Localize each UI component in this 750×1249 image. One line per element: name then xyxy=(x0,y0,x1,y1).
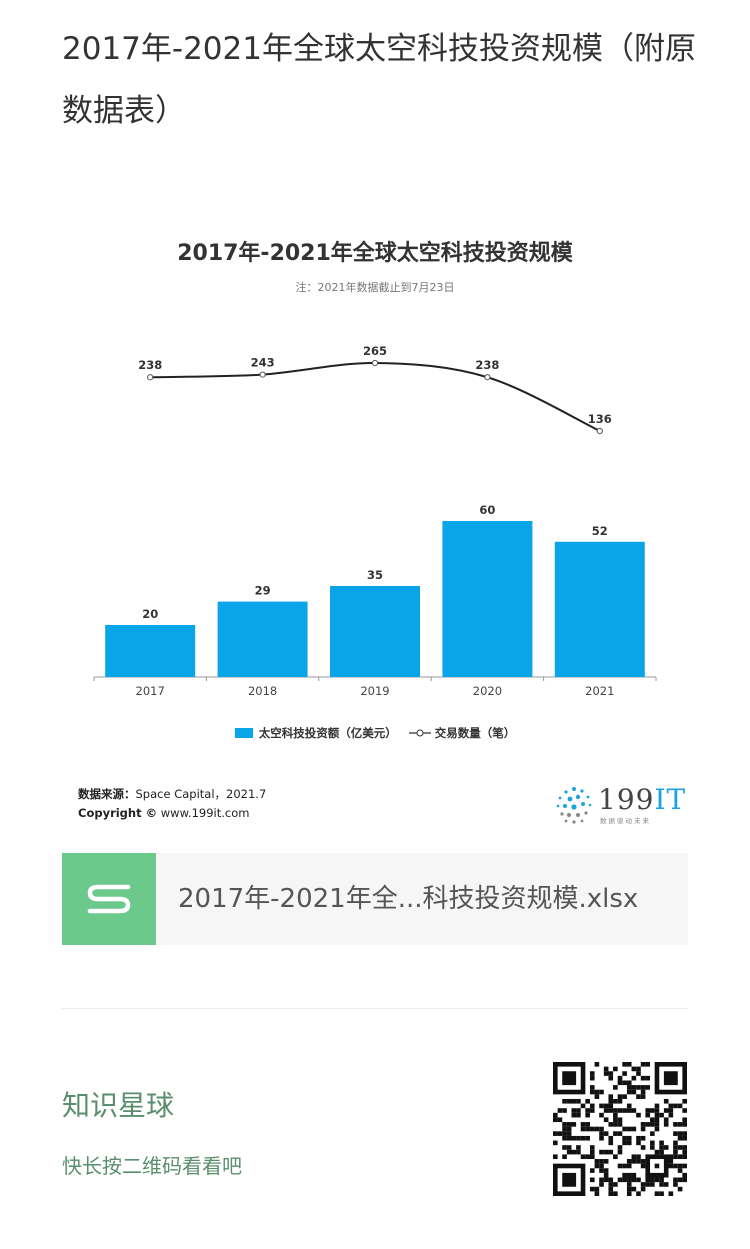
deals-value-label: 136 xyxy=(588,412,612,426)
brand-dots-icon xyxy=(556,787,592,824)
x-tick-label: 2017 xyxy=(136,684,165,698)
brand-logo: 199IT 数据驱动未来 xyxy=(552,783,685,827)
legend-label-investment: 太空科技投资额（亿美元） xyxy=(258,726,397,740)
spreadsheet-s-icon xyxy=(62,853,156,945)
bar-value-label: 20 xyxy=(142,607,158,621)
chart-legend: 太空科技投资额（亿美元） 交易数量（笔） xyxy=(62,725,688,741)
brand-name-num: 199 xyxy=(598,783,655,816)
deals-value-label: 238 xyxy=(138,358,162,372)
deals-value-label: 265 xyxy=(363,344,387,358)
bar-2019 xyxy=(330,586,420,677)
deals-point xyxy=(484,374,491,381)
promo-subtitle: 快长按二维码看看吧 xyxy=(62,1154,242,1178)
chart-card: 20 2017 29 2018 35 2019 60 2020 52 2021 238 243 265 2… xyxy=(62,205,688,835)
x-tick-label: 2018 xyxy=(248,684,277,698)
bar-value-label: 35 xyxy=(367,568,383,582)
bar-value-label: 29 xyxy=(255,584,271,598)
section-divider xyxy=(62,1008,688,1009)
legend-label-deals: 交易数量（笔） xyxy=(434,726,516,740)
legend-line-icon xyxy=(408,729,431,737)
source-block: 数据来源：Space Capital，2021.7 Copyright © ww… xyxy=(78,785,266,823)
file-name: 2017年-2021年全...科技投资规模.xlsx xyxy=(178,884,639,914)
bar-2021 xyxy=(554,541,645,677)
copyright-text: www.199it.com xyxy=(160,806,250,820)
qr-code-icon[interactable] xyxy=(553,1062,687,1196)
deals-point xyxy=(371,359,379,367)
deals-point xyxy=(259,371,266,378)
deals-point xyxy=(596,427,603,435)
chart-subtitle: 注：2021年数据截止到7月23日 xyxy=(295,281,455,294)
file-attachment-card[interactable]: 2017年-2021年全...科技投资规模.xlsx xyxy=(62,853,688,945)
deals-point xyxy=(147,374,154,381)
deals-value-label: 243 xyxy=(251,356,275,370)
promo-title: 知识星球 xyxy=(62,1089,175,1122)
deals-line xyxy=(150,361,601,432)
brand-name: 199IT xyxy=(598,783,686,816)
investment-chart: 20 2017 29 2018 35 2019 60 2020 52 2021 238 243 265 2… xyxy=(93,344,657,698)
x-tick-label: 2021 xyxy=(585,684,614,698)
source-text: Space Capital，2021.7 xyxy=(135,787,267,801)
legend-item-deals: 交易数量（笔） xyxy=(408,725,516,741)
chart-title: 2017年-2021年全球太空科技投资规模 xyxy=(177,241,573,266)
legend-item-investment: 太空科技投资额（亿美元） xyxy=(234,725,397,741)
bar-value-label: 60 xyxy=(479,503,495,517)
bar-2020 xyxy=(442,521,533,677)
legend-swatch-bar xyxy=(234,728,253,738)
brand-tagline: 数据驱动未来 xyxy=(600,817,651,825)
source-label: 数据来源： xyxy=(78,787,136,801)
bar-2017 xyxy=(105,625,196,677)
x-tick-label: 2020 xyxy=(473,684,502,698)
bar-value-label: 52 xyxy=(592,524,608,538)
brand-name-it: IT xyxy=(654,783,687,816)
x-tick-label: 2019 xyxy=(360,684,389,698)
article-title: 2017年-2021年全球太空科技投资规模（附原数据表） xyxy=(62,31,696,129)
deals-value-label: 238 xyxy=(475,358,499,372)
copyright-label: Copyright © xyxy=(78,806,158,820)
bar-2018 xyxy=(217,601,308,677)
